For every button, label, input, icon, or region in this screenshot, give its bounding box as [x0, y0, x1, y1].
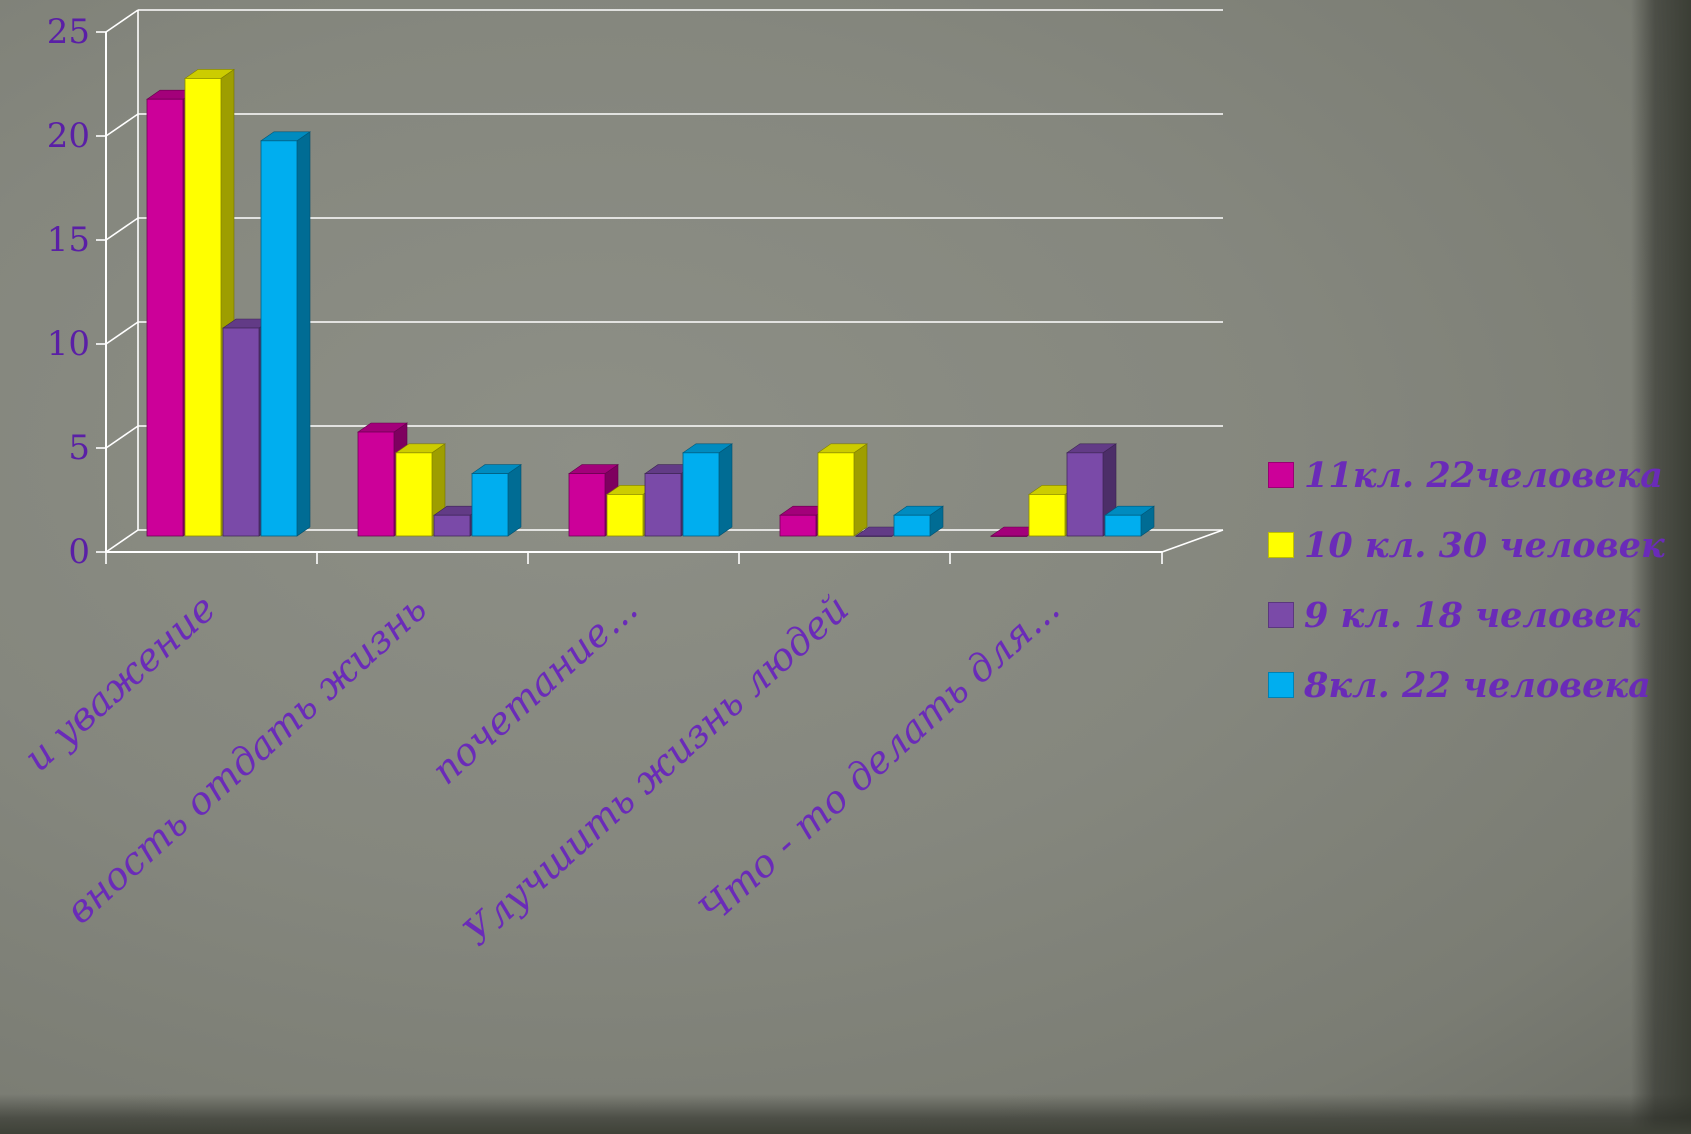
gridline-side — [105, 321, 139, 345]
x-tick-label: вность отдать жизнь — [57, 586, 435, 932]
bar — [471, 464, 522, 537]
y-tick-label: 15 — [47, 220, 90, 260]
gridline-side — [105, 9, 139, 33]
legend-item: 10 кл. 30 человек — [1268, 510, 1665, 580]
legend-item: 9 кл. 18 человек — [1268, 580, 1665, 650]
bar-front — [471, 473, 509, 537]
gridline-side — [105, 529, 139, 553]
legend-label: 9 кл. 18 человек — [1304, 594, 1641, 636]
bar-side — [507, 464, 522, 537]
bar-front — [1104, 514, 1142, 537]
gridline-side — [105, 217, 139, 241]
bar-front — [817, 452, 855, 537]
legend-swatch — [1268, 672, 1294, 698]
bar-front — [222, 327, 260, 537]
legend-item: 8кл. 22 человека — [1268, 650, 1665, 720]
bar-front — [644, 473, 682, 537]
y-tick-label: 25 — [47, 12, 90, 52]
bar-front — [682, 452, 720, 537]
bar-front — [568, 473, 606, 537]
bar — [1066, 443, 1117, 537]
bar — [817, 443, 868, 537]
bar — [260, 131, 311, 537]
x-tick-label: Что - то делать для... — [691, 586, 1068, 932]
bar — [893, 505, 944, 537]
gridline-side — [105, 425, 139, 449]
bar-side — [853, 443, 868, 537]
bar-front — [395, 452, 433, 537]
x-tick-label: и уважение — [15, 586, 224, 780]
bar-front — [1066, 452, 1104, 537]
paper-torn-edge — [1631, 0, 1691, 1134]
legend-item: 11кл. 22человека — [1268, 440, 1665, 510]
legend-label: 11кл. 22человека — [1304, 454, 1663, 496]
bar — [682, 443, 733, 537]
chart-axes — [96, 10, 1224, 564]
bar-front — [260, 140, 298, 537]
y-tick-label: 20 — [47, 116, 90, 156]
bar — [395, 443, 446, 537]
bar — [1104, 505, 1155, 537]
bar-side — [296, 131, 311, 537]
legend-label: 8кл. 22 человека — [1304, 664, 1651, 706]
chart-grid — [105, 9, 1223, 553]
bar-front — [357, 431, 395, 537]
floor-right-edge — [1161, 529, 1224, 553]
gridline-side — [105, 113, 139, 137]
y-tick-label: 0 — [68, 532, 90, 572]
bar-front — [893, 514, 931, 537]
bar-front — [1028, 493, 1066, 537]
x-tick-label: Улучшить жизнь людей — [455, 586, 857, 954]
bar-front — [606, 493, 644, 537]
bar-front — [146, 98, 184, 537]
x-tick-label: почетание... — [423, 586, 646, 793]
y-tick-label: 10 — [47, 324, 90, 364]
chart-legend: 11кл. 22человека 10 кл. 30 человек 9 кл. 1… — [1268, 440, 1665, 720]
y-axis-tick-labels: 0 5 10 15 20 25 — [47, 12, 90, 572]
legend-swatch — [1268, 532, 1294, 558]
bar-front — [433, 514, 471, 537]
legend-label: 10 кл. 30 человек — [1304, 524, 1665, 566]
bar-side — [718, 443, 733, 537]
y-tick-label: 5 — [68, 428, 90, 468]
chart-bars — [146, 68, 1155, 537]
paper-bottom-edge — [0, 1094, 1691, 1134]
bar-front — [990, 535, 1028, 537]
bar-front — [184, 78, 222, 537]
bar-front — [855, 535, 893, 537]
legend-swatch — [1268, 462, 1294, 488]
legend-swatch — [1268, 602, 1294, 628]
bar-front — [779, 514, 817, 537]
